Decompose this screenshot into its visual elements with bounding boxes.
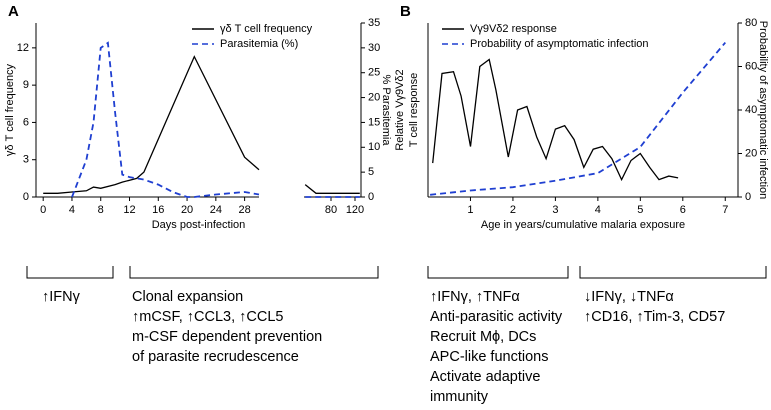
x-tick-label: 24: [210, 204, 222, 216]
brackets: [26, 266, 767, 279]
y-tick-label: 3: [23, 154, 29, 166]
legend-label: Vγ9Vδ2 response: [470, 23, 557, 35]
y-axis-label: Relative Vγ9Vδ2: [394, 69, 406, 150]
series-line: [71, 41, 360, 198]
note: m-CSF dependent prevention: [132, 329, 322, 345]
note: Activate adaptive: [430, 369, 540, 385]
y2-tick-label: 20: [745, 147, 757, 159]
y2-tick-label: 0: [745, 191, 751, 203]
x-axis-label: Days post-infection: [152, 219, 246, 231]
legend-label: Parasitemia (%): [220, 38, 298, 50]
note: ↑IFNγ: [42, 289, 81, 305]
series-line: [43, 55, 360, 194]
y2-tick-label: 30: [368, 42, 380, 54]
x-tick-label: 4: [595, 204, 601, 216]
x-tick-label: 2: [510, 204, 516, 216]
x-tick-label: 1: [467, 204, 473, 216]
bracket: [26, 266, 114, 279]
y-axis-label: γδ T cell frequency: [4, 63, 16, 156]
y-tick-label: 6: [23, 116, 29, 128]
y2-axis-label: % Parasitemia: [380, 75, 392, 147]
x-tick-label: 80: [325, 204, 337, 216]
note: Recruit Mϕ, DCs: [430, 329, 536, 345]
y2-tick-label: 10: [368, 141, 380, 153]
y2-tick-label: 25: [368, 67, 380, 79]
note: immunity: [430, 389, 489, 405]
y-tick-label: 0: [23, 191, 29, 203]
y-tick-label: 12: [17, 42, 29, 54]
series-line: [432, 58, 679, 182]
y2-tick-label: 60: [745, 60, 757, 72]
note: ↑mCSF, ↑CCL3, ↑CCL5: [132, 309, 283, 325]
x-tick-label: 16: [152, 204, 164, 216]
y2-tick-label: 20: [368, 91, 380, 103]
y-tick-label: 9: [23, 79, 29, 91]
x-tick-label: 5: [637, 204, 643, 216]
legend-label: γδ T cell frequency: [220, 23, 313, 35]
note: APC-like functions: [430, 349, 548, 365]
note: Clonal expansion: [132, 289, 243, 305]
note: ↑IFNγ, ↑TNFα: [430, 289, 520, 305]
note: of parasite recrudescence: [132, 349, 299, 365]
x-tick-label: 28: [238, 204, 250, 216]
note: ↓IFNγ, ↓TNFα: [584, 289, 674, 305]
legend-label: Probability of asymptomatic infection: [470, 38, 649, 50]
y2-tick-label: 80: [745, 17, 757, 29]
x-tick-label: 6: [680, 204, 686, 216]
y2-tick-label: 5: [368, 166, 374, 178]
y2-tick-label: 35: [368, 17, 380, 29]
x-tick-label: 20: [181, 204, 193, 216]
panel-label: B: [400, 3, 411, 20]
bracket: [427, 266, 569, 279]
bracket: [579, 266, 767, 279]
panel-label: A: [8, 3, 19, 20]
x-tick-label: 7: [722, 204, 728, 216]
x-tick-label: 3: [552, 204, 558, 216]
y2-tick-label: 0: [368, 191, 374, 203]
note: Anti-parasitic activity: [430, 309, 563, 325]
x-axis-label: Age in years/cumulative malaria exposure: [481, 219, 685, 231]
y2-tick-label: 40: [745, 104, 757, 116]
x-tick-label: 120: [346, 204, 364, 216]
note: ↑CD16, ↑Tim-3, CD57: [584, 309, 725, 325]
y-axis-label: T cell response: [408, 73, 420, 147]
x-tick-label: 0: [40, 204, 46, 216]
x-tick-label: 4: [69, 204, 75, 216]
x-tick-label: 8: [98, 204, 104, 216]
bracket: [129, 266, 379, 279]
x-tick-label: 12: [123, 204, 135, 216]
y2-axis-label: Probability of asymptomatic infection: [757, 21, 769, 200]
y2-tick-label: 15: [368, 116, 380, 128]
